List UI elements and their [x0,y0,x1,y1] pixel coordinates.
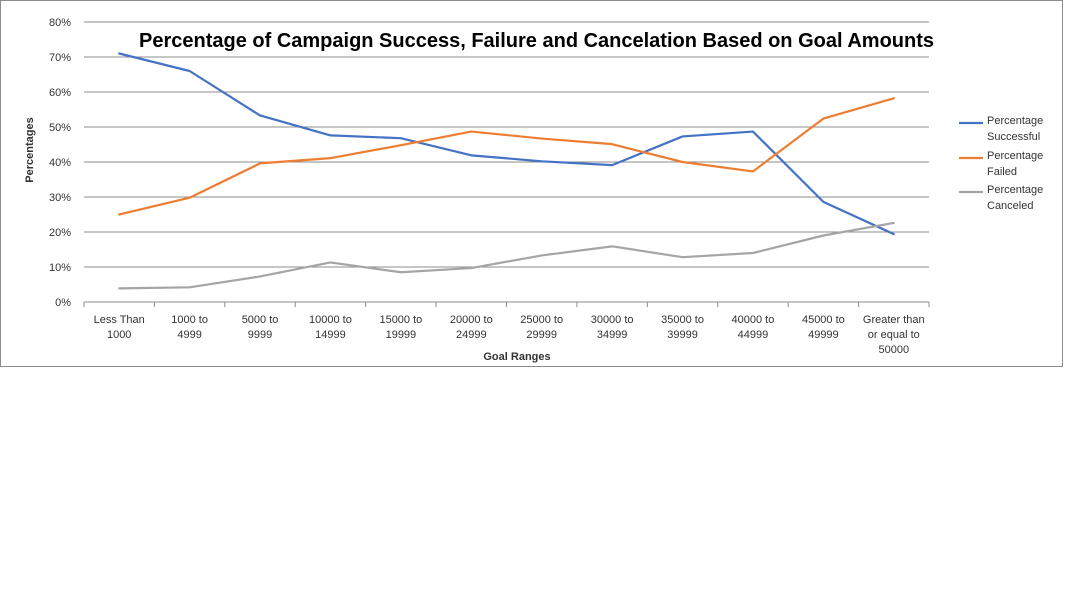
y-tick-label: 60% [49,87,71,99]
x-tick-label: 35000 to 39999 [661,314,704,341]
x-axis [83,301,930,307]
chart-frame: 0% 10% 20% 30% 40% 50% 60% 70% 80% Less Than 1000… [0,0,1063,367]
y-tick-label: 10% [49,262,71,274]
x-tick-label: Greater than or equal to 50000 [863,314,925,356]
y-tick-label: 20% [49,227,71,239]
x-tick-label: Less Than 1000 [94,314,145,341]
x-tick-label: 1000 to 4999 [171,314,208,341]
chart-title: Percentage of Campaign Success, Failure … [139,30,935,52]
y-tick-label: 50% [49,122,71,134]
x-tick-label: 10000 to 14999 [309,314,352,341]
y-tick-label: 30% [49,192,71,204]
x-axis-title: Goal Ranges [483,351,550,363]
y-axis-tick-labels: 0% 10% 20% 30% 40% 50% 60% 70% 80% [49,17,71,309]
x-tick-label: 5000 to 9999 [242,314,279,341]
y-axis-title: Percentages [24,117,36,182]
line-chart: 0% 10% 20% 30% 40% 50% 60% 70% 80% Less Than 1000… [24,17,1043,363]
y-tick-label: 80% [49,17,71,29]
x-tick-label: 15000 to 19999 [379,314,422,341]
x-tick-label: 45000 to 49999 [802,314,845,341]
legend-entry: Percentage Failed [987,150,1043,178]
x-tick-label: 40000 to 44999 [732,314,775,341]
x-tick-label: 30000 to 34999 [591,314,634,341]
gridlines [84,21,929,268]
series-line [118,52,895,236]
y-tick-label: 40% [49,157,71,169]
series-line [118,97,895,216]
x-tick-label: 20000 to 24999 [450,314,493,341]
legend: Percentage Successful Percentage Failed Perc… [959,115,1043,212]
legend-entry: Percentage Canceled [987,184,1043,212]
y-tick-label: 0% [55,297,71,309]
y-tick-label: 70% [49,52,71,64]
x-axis-tick-labels: Less Than 1000 1000 to 4999 5000 to 9999 10000… [94,314,925,356]
x-tick-label: 25000 to 29999 [520,314,563,341]
series-line [118,221,895,290]
legend-entry: Percentage Successful [987,115,1043,143]
series-lines [118,52,895,290]
